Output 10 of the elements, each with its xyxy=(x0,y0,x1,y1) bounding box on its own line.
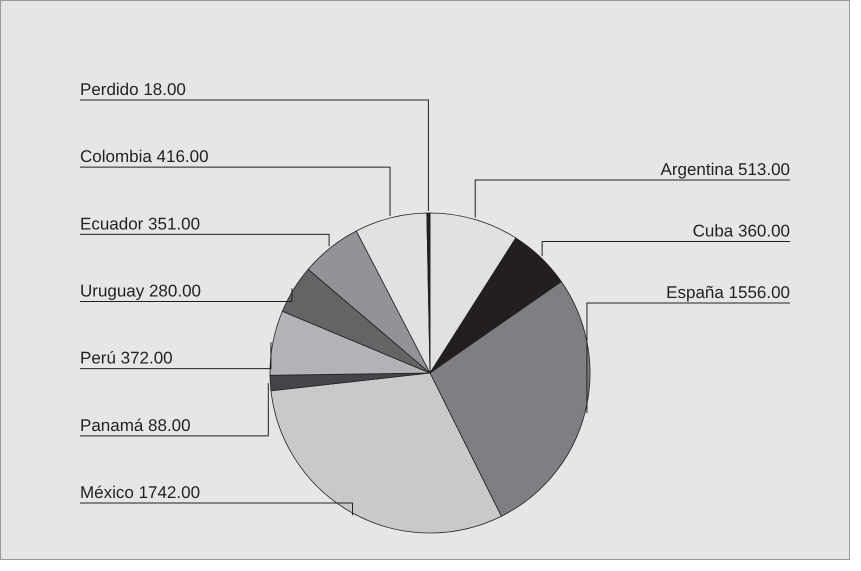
slice-label: Ecuador 351.00 xyxy=(80,214,200,234)
slice-label: Uruguay 280.00 xyxy=(80,282,201,300)
slice-label: Argentina 513.00 xyxy=(660,160,790,179)
slice-label: Cuba 360.00 xyxy=(692,222,790,240)
slice-label: México 1742.00 xyxy=(80,483,200,502)
slice-label: Panamá 88.00 xyxy=(80,416,191,435)
slice-label: Perú 372.00 xyxy=(80,348,173,368)
slice-label: Colombia 416.00 xyxy=(80,147,209,166)
slice-label: España 1556.00 xyxy=(666,283,790,302)
slice-label: Perdido 18.00 xyxy=(80,80,186,99)
